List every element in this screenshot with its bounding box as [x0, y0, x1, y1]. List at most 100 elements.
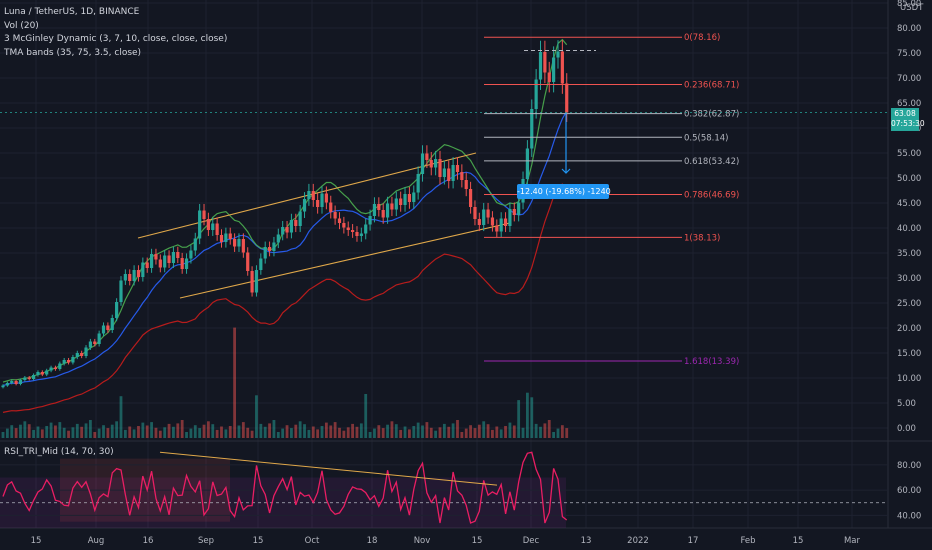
volume-bar	[84, 423, 88, 438]
candle-body	[285, 227, 289, 233]
candle-body	[490, 217, 495, 226]
candle-body	[101, 325, 106, 334]
volume-bar	[115, 421, 119, 438]
volume-bar	[377, 425, 381, 438]
candle-body	[123, 274, 127, 281]
volume-bar	[215, 429, 219, 438]
candle-body	[302, 199, 307, 212]
candle-body	[189, 250, 193, 259]
x-tick-label: Feb	[740, 536, 755, 546]
fib-level-label: 0(78.16)	[684, 33, 720, 43]
volume-bar	[132, 429, 136, 438]
x-tick-label: 18	[367, 536, 378, 546]
candle-body	[128, 274, 132, 281]
volume-bar	[36, 426, 40, 438]
volume-bar	[521, 427, 525, 438]
volume-bar	[241, 422, 245, 438]
y-tick-label: 50.00	[897, 174, 921, 184]
y-tick-label: 40.00	[897, 224, 921, 234]
volume-bar	[473, 428, 477, 438]
tma-indicator-label[interactable]: TMA bands (35, 75, 3.5, close)	[4, 47, 142, 58]
volume-indicator-label[interactable]: Vol (20)	[4, 20, 39, 31]
volume-bar	[342, 430, 346, 438]
candle-body	[425, 153, 429, 160]
rsi-indicator-label[interactable]: RSI_TRI_Mid (14, 70, 30)	[4, 447, 114, 457]
candle-body	[377, 204, 381, 210]
volume-bar	[206, 421, 210, 438]
candle-body	[184, 258, 189, 269]
volume-bar	[32, 429, 35, 438]
volume-bar	[416, 422, 420, 438]
countdown-timer: 07:53:30	[891, 119, 925, 128]
volume-bar	[346, 427, 350, 438]
candle-body	[473, 207, 477, 219]
candle-body	[119, 280, 123, 302]
volume-bar	[281, 428, 285, 438]
candle-body	[241, 239, 245, 253]
symbol-title[interactable]: Luna / TetherUS, 1D, BINANCE	[4, 7, 140, 17]
y-tick-label: 70.00	[897, 74, 921, 84]
volume-bar	[464, 428, 468, 438]
fib-level-label: 0.5(58.14)	[684, 133, 728, 143]
candle-body	[228, 233, 232, 239]
volume-bar	[421, 425, 424, 438]
candle-body	[5, 383, 9, 386]
candle-body	[543, 52, 547, 73]
candle-body	[23, 377, 27, 380]
candle-body	[403, 194, 407, 205]
currency-label: USDT	[900, 3, 924, 13]
volume-bar	[495, 426, 499, 438]
candle-body	[180, 258, 184, 269]
candle-body	[359, 233, 363, 236]
volume-bar	[54, 425, 57, 438]
candle-body	[525, 148, 529, 179]
last-price: 63.08	[894, 109, 916, 118]
candle-body	[267, 247, 272, 251]
candle-body	[75, 353, 79, 357]
volume-bar	[255, 395, 258, 438]
rsi-tick-label: 80.00	[897, 461, 921, 471]
x-tick-label: 15	[472, 536, 483, 546]
rsi-tick-label: 40.00	[897, 511, 921, 521]
candle-body	[233, 239, 237, 247]
candle-body	[329, 202, 333, 212]
tma-lower-band	[2, 183, 568, 413]
volume-bar	[394, 424, 398, 438]
candle-body	[442, 168, 446, 177]
candle-body	[71, 357, 75, 363]
volume-bar	[442, 423, 446, 438]
candle-body	[14, 381, 18, 384]
y-tick-label: 45.00	[897, 199, 921, 209]
candle-body	[351, 230, 355, 232]
candle-body	[394, 198, 398, 210]
candle-body	[565, 83, 569, 113]
volume-bar	[193, 425, 197, 438]
y-tick-label: 20.00	[897, 324, 921, 334]
mcginley-indicator-label[interactable]: 3 McGinley Dynamic (3, 7, 10, close, clo…	[4, 34, 228, 44]
volume-bar	[425, 422, 429, 438]
candle-body	[517, 202, 521, 215]
y-tick-label: 0.00	[897, 424, 916, 434]
candle-body	[224, 233, 228, 242]
candle-body	[62, 360, 66, 364]
volume-bar	[324, 422, 328, 438]
volume-bar	[565, 428, 569, 438]
y-tick-label: 30.00	[897, 274, 921, 284]
candle-body	[420, 153, 425, 174]
volume-bar	[202, 424, 206, 438]
candle-body	[320, 193, 324, 207]
volume-bar	[154, 427, 158, 438]
volume-bar	[303, 424, 306, 438]
candle-body	[141, 262, 145, 277]
volume-bar	[517, 400, 521, 438]
volume-bar	[552, 432, 556, 438]
volume-bar	[158, 430, 162, 438]
volume-bar	[80, 426, 84, 438]
volume-bar	[368, 432, 372, 438]
volume-bar	[45, 426, 49, 438]
measure-arrow-head	[561, 168, 571, 174]
candle-body	[390, 203, 394, 210]
candle-body	[254, 270, 259, 293]
candle-body	[40, 372, 44, 375]
